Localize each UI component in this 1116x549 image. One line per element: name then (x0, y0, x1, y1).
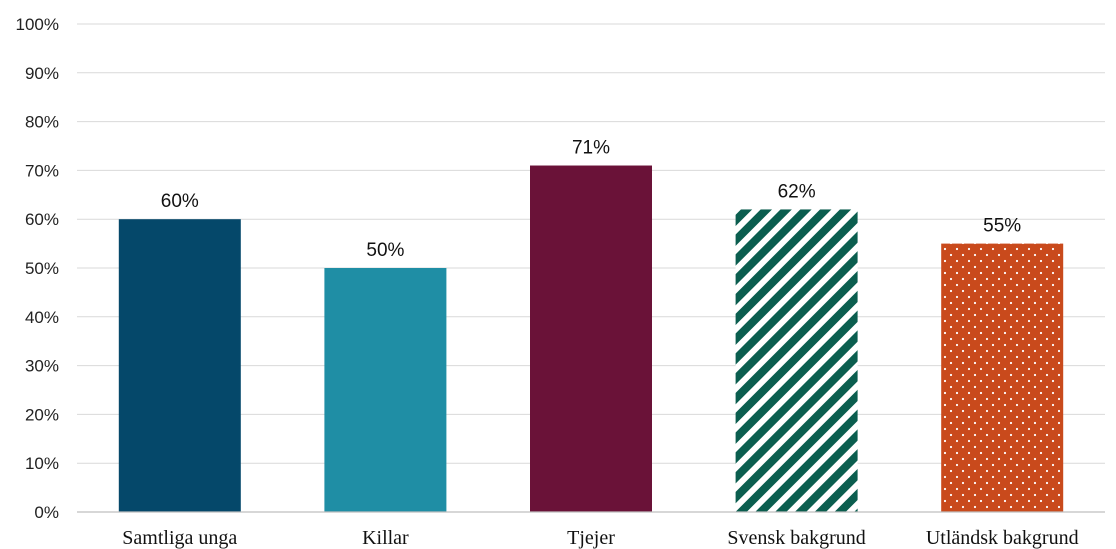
y-axis-tick-labels: 0% 10% 20% 30% 40% 50% 60% 70% 80% 90% 100% (16, 15, 59, 522)
x-tick-label-samtliga-unga: Samtliga unga (122, 527, 237, 549)
x-tick-label-tjejer: Tjejer (567, 527, 615, 549)
y-tick-label: 90% (25, 64, 59, 83)
y-tick-label: 40% (25, 308, 59, 327)
bar-tjejer (530, 165, 652, 512)
data-label-samtliga-unga: 60% (161, 191, 199, 212)
x-tick-label-killar: Killar (362, 527, 409, 549)
y-tick-label: 10% (25, 454, 59, 473)
x-tick-label-svensk-bakgrund: Svensk bakgrund (727, 527, 865, 549)
x-tick-label-utländsk-bakgrund: Utländsk bakgrund (926, 527, 1079, 549)
bar-svensk-bakgrund (735, 209, 858, 512)
y-tick-label: 60% (25, 210, 59, 229)
bar-utländsk-bakgrund (941, 243, 1064, 512)
y-tick-label: 70% (25, 161, 59, 180)
bars (118, 165, 1064, 512)
data-label-utländsk-bakgrund: 55% (983, 216, 1021, 237)
y-tick-label: 30% (25, 357, 59, 376)
data-label-tjejer: 71% (572, 138, 610, 159)
bar-killar (324, 268, 447, 512)
y-tick-label: 100% (16, 15, 59, 34)
y-tick-label: 0% (34, 503, 59, 522)
y-tick-label: 80% (25, 113, 59, 132)
y-tick-label: 20% (25, 405, 59, 424)
data-labels: 60% 50% 71% 62% 55% (161, 138, 1022, 261)
data-label-killar: 50% (366, 240, 404, 261)
y-tick-label: 50% (25, 259, 59, 278)
data-label-svensk-bakgrund: 62% (778, 181, 816, 202)
bar-samtliga-unga (118, 219, 241, 512)
x-axis-tick-labels: Samtliga unga Killar Tjejer Svensk bakgrund… (122, 527, 1078, 549)
